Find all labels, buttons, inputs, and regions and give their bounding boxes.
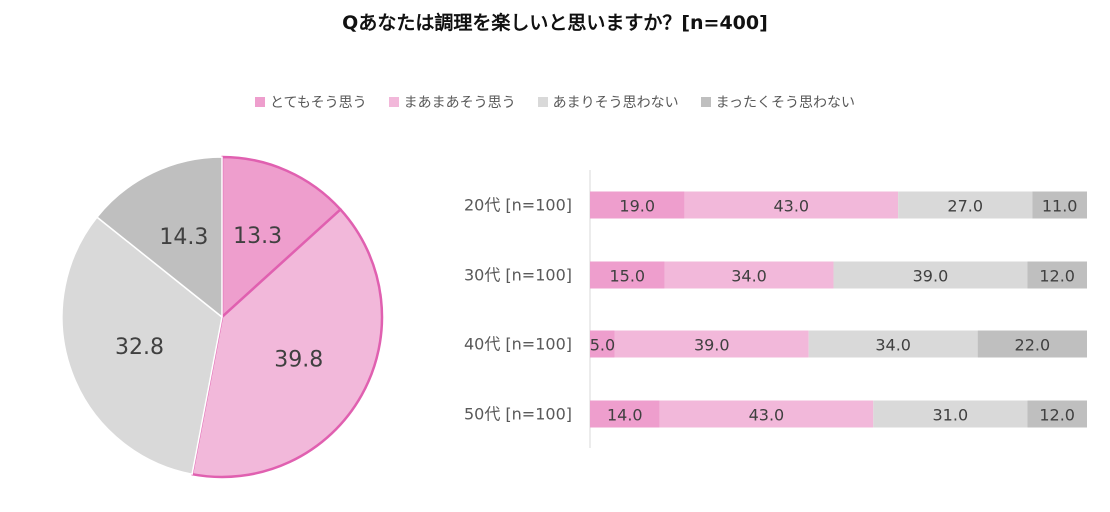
bar-data-label: 5.0 xyxy=(590,336,615,355)
bar-segment xyxy=(1032,191,1087,219)
pie-chart: 13.3 39.8 32.8 14.3 xyxy=(61,155,384,479)
bar-data-label: 39.0 xyxy=(913,267,949,286)
pie-slice-very-agree xyxy=(220,155,342,319)
bar-data-label: 34.0 xyxy=(731,267,767,286)
bar-data-label: 15.0 xyxy=(609,267,645,286)
legend-item-very-agree: とてもそう思う xyxy=(254,92,367,112)
legend-swatch xyxy=(254,97,265,107)
bar-segment xyxy=(590,261,665,289)
bar-data-label: 34.0 xyxy=(875,336,911,355)
category-label: 50代 [n=100] xyxy=(464,405,572,424)
legend-item-not-at-all: まったくそう思わない xyxy=(700,92,856,112)
bar-segment xyxy=(684,191,899,219)
pie-data-label: 39.8 xyxy=(274,348,323,373)
bar-segment xyxy=(590,400,660,428)
legend-swatch xyxy=(388,97,399,107)
bar-segment xyxy=(590,330,615,358)
legend-item-somewhat-disagree: あまりそう思わない xyxy=(537,92,679,112)
category-label: 30代 [n=100] xyxy=(464,266,572,285)
bar-data-label: 27.0 xyxy=(947,197,983,216)
pie-slice-somewhat-agree xyxy=(190,208,384,479)
bar-segment xyxy=(1027,400,1087,428)
legend: とてもそう思う まあまあそう思う あまりそう思わない まったくそう思わない xyxy=(0,92,1110,112)
legend-swatch xyxy=(537,97,548,107)
bar-data-label: 31.0 xyxy=(933,406,969,425)
bar-segment xyxy=(873,400,1028,428)
bar-segment xyxy=(898,191,1033,219)
pie-data-label: 13.3 xyxy=(233,224,282,249)
legend-label: あまりそう思わない xyxy=(552,95,679,111)
bar-segment xyxy=(659,400,874,428)
bar-data-label: 43.0 xyxy=(773,197,809,216)
category-label: 20代 [n=100] xyxy=(464,196,572,215)
pie-data-label: 32.8 xyxy=(115,335,164,360)
legend-label: まあまあそう思う xyxy=(403,95,516,111)
bar-segment xyxy=(590,191,685,219)
bar-segment xyxy=(664,261,834,289)
bar-data-label: 22.0 xyxy=(1015,336,1051,355)
bar-segment xyxy=(808,330,978,358)
bar-data-label: 14.0 xyxy=(607,406,643,425)
stacked-bar-chart: 20代 [n=100] 19.0 43.0 27.0 11.0 30代 [n=100] 15… xyxy=(464,170,1087,448)
bar-data-label: 11.0 xyxy=(1042,197,1078,216)
bar-data-label: 19.0 xyxy=(619,197,655,216)
pie-data-label: 14.3 xyxy=(159,225,208,250)
chart-title: Qあなたは調理を楽しいと思いますか？[n=400] xyxy=(342,12,768,34)
category-label: 40代 [n=100] xyxy=(464,335,572,354)
legend-swatch xyxy=(700,97,711,107)
bar-data-label: 12.0 xyxy=(1039,406,1075,425)
bar-segment xyxy=(833,261,1028,289)
bar-segment xyxy=(1027,261,1087,289)
bar-segment xyxy=(977,330,1087,358)
legend-item-somewhat-agree: まあまあそう思う xyxy=(388,92,516,112)
bar-segment xyxy=(614,330,809,358)
legend-label: とてもそう思う xyxy=(269,95,367,111)
bar-data-label: 12.0 xyxy=(1039,267,1075,286)
pie-slice-not-at-all xyxy=(96,156,223,318)
bar-data-label: 43.0 xyxy=(749,406,785,425)
pie-slice-somewhat-disagree xyxy=(61,216,223,475)
bar-data-label: 39.0 xyxy=(694,336,730,355)
legend-label: まったくそう思わない xyxy=(715,95,856,111)
